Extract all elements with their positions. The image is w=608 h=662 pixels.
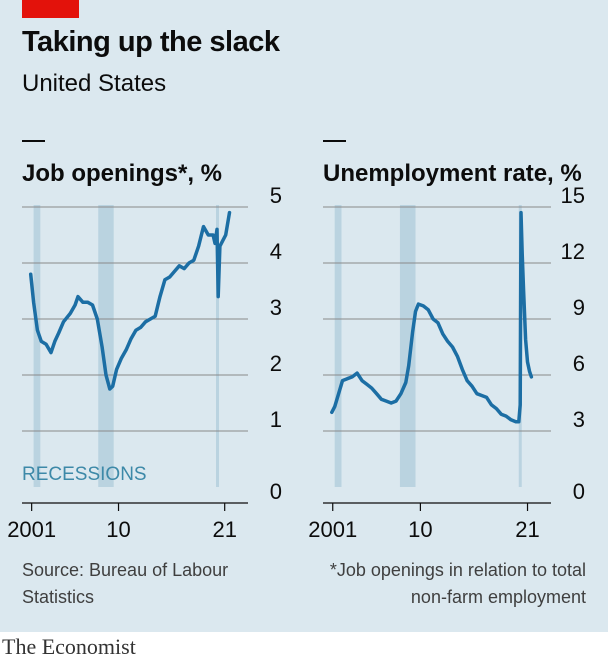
y-tick-label: 12 (561, 239, 585, 264)
source-note: Source: Bureau of Labour Statistics (22, 560, 229, 607)
y-tick-label: 4 (270, 239, 282, 264)
recession-band (33, 205, 41, 487)
chart-subtitle: United States (22, 70, 167, 97)
recession-band (216, 205, 220, 487)
panel-title: Job openings*, % (22, 160, 222, 187)
x-tick-label: 10 (408, 517, 432, 542)
series-line (330, 210, 534, 424)
y-tick-label: 0 (270, 479, 282, 504)
y-tick-label: 3 (270, 295, 282, 320)
panel-title: Unemployment rate, % (323, 160, 582, 187)
job-openings-chart: Job openings*, % 0 1 2 3 4 5 2001 10 21 RECESSIONS (7, 140, 282, 542)
y-tick-label: 1 (270, 407, 282, 432)
y-tick-label: 9 (573, 295, 585, 320)
footnote: *Job openings in relation to total non-f… (329, 560, 586, 607)
unemployment-chart: Unemployment rate, % 0 3 6 9 12 15 2001 10 21 (308, 140, 585, 542)
y-tick-label: 3 (573, 407, 585, 432)
x-tick-label: 2001 (308, 517, 357, 542)
economist-logo-text: The Economist (2, 634, 136, 659)
y-tick-label: 2 (270, 351, 282, 376)
recession-band (399, 205, 416, 487)
recession-band (334, 205, 342, 487)
x-tick-label: 10 (106, 517, 130, 542)
recessions-label: RECESSIONS (22, 464, 147, 485)
x-tick-label: 21 (212, 517, 236, 542)
recession-band (98, 205, 114, 487)
y-tick-label: 5 (270, 183, 282, 208)
y-tick-label: 0 (573, 479, 585, 504)
y-tick-label: 6 (573, 351, 585, 376)
series-line (28, 210, 232, 391)
title-rule (323, 140, 346, 142)
brand-accent-tag (22, 0, 79, 18)
x-tick-label: 2001 (7, 517, 56, 542)
y-tick-label: 15 (561, 183, 585, 208)
chart-card: Taking up the slack United States Job op… (0, 0, 608, 632)
chart-title: Taking up the slack (22, 26, 280, 58)
footer: The Economist (0, 632, 608, 662)
x-tick-label: 21 (515, 517, 539, 542)
title-rule (22, 140, 45, 142)
